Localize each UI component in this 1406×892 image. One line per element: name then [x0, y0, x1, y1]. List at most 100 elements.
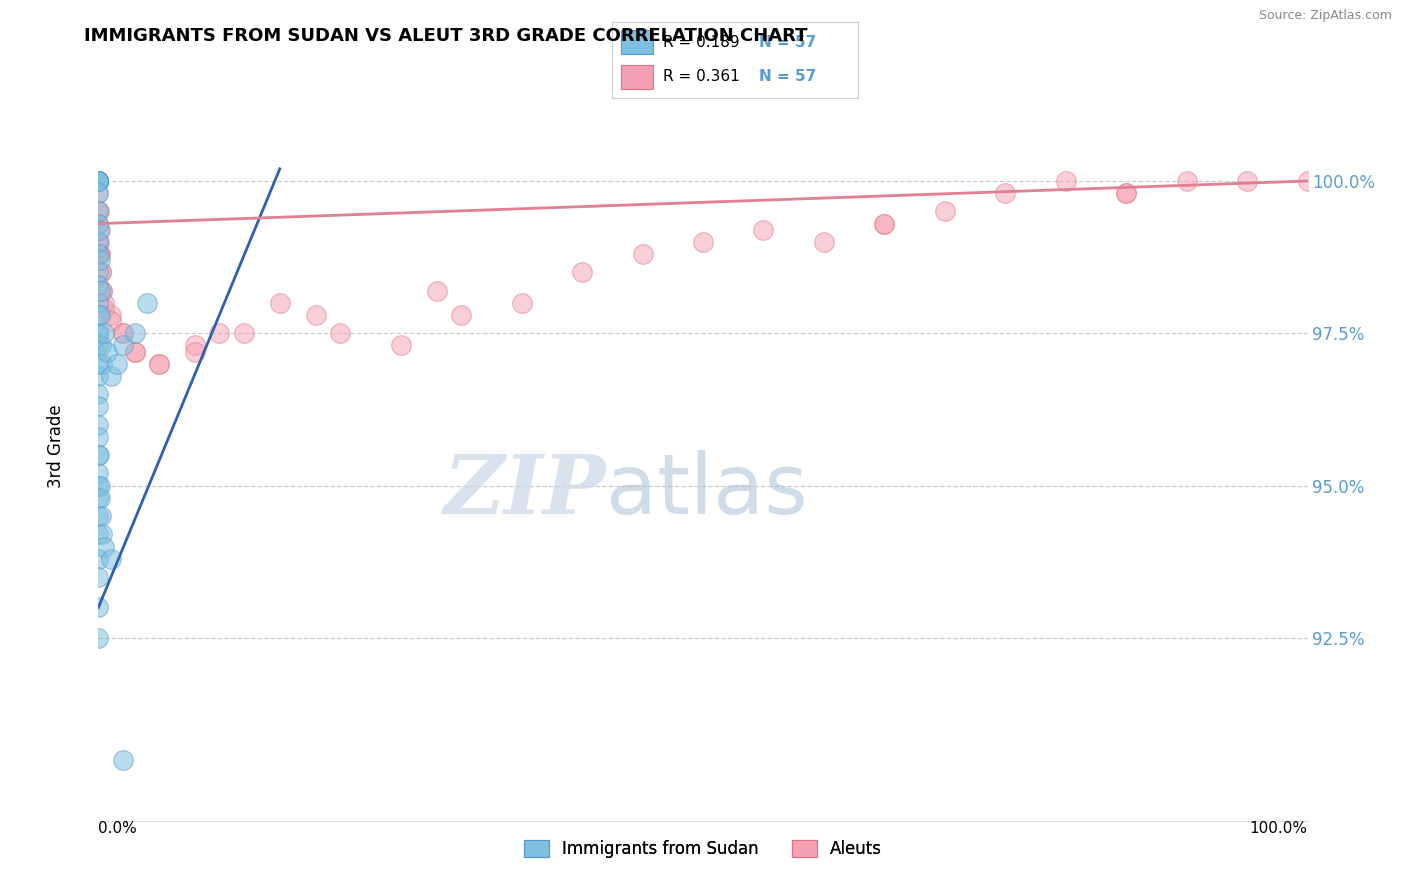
Point [124, 344, 146, 359]
Point [87, 600, 110, 615]
Point [111, 338, 134, 352]
Point [873, 217, 896, 231]
Point [135, 296, 157, 310]
Point [232, 326, 254, 341]
Point [692, 235, 714, 249]
Point [89, 491, 111, 505]
Point [1115, 186, 1137, 201]
Point [87, 448, 110, 462]
Point [111, 326, 134, 341]
Point [269, 296, 291, 310]
Point [87, 265, 110, 279]
Point [87, 235, 110, 249]
Point [89, 284, 111, 298]
Point [87, 174, 110, 188]
Text: Source: ZipAtlas.com: Source: ZipAtlas.com [1258, 9, 1392, 22]
Point [87, 204, 110, 219]
Point [148, 357, 170, 371]
Point [934, 204, 956, 219]
Point [87, 235, 110, 249]
Point [1236, 174, 1258, 188]
Text: ZIP: ZIP [444, 451, 606, 531]
Point [87, 186, 110, 201]
Bar [621, 65, 654, 89]
Point [93, 326, 115, 341]
Point [87, 387, 110, 401]
Point [87, 570, 110, 584]
Point [87, 174, 110, 188]
Point [87, 217, 110, 231]
Point [1175, 174, 1198, 188]
Point [87, 467, 110, 481]
Point [124, 326, 146, 341]
Point [90, 338, 112, 352]
Point [89, 247, 111, 261]
Point [91, 357, 114, 371]
Point [89, 253, 111, 268]
Point [87, 174, 110, 188]
Point [89, 247, 111, 261]
Point [87, 235, 110, 249]
Text: 3rd Grade: 3rd Grade [48, 404, 65, 488]
Point [87, 478, 110, 492]
Point [208, 326, 231, 341]
Point [87, 223, 110, 237]
Point [87, 174, 110, 188]
Text: R = 0.189: R = 0.189 [664, 35, 740, 50]
Point [87, 527, 110, 541]
Point [93, 540, 115, 554]
Point [873, 217, 896, 231]
Point [87, 368, 110, 383]
Point [93, 301, 115, 316]
Point [87, 357, 110, 371]
Point [87, 491, 110, 505]
Point [93, 296, 115, 310]
Point [100, 551, 122, 566]
Text: N = 57: N = 57 [759, 35, 817, 50]
Point [389, 338, 412, 352]
Point [571, 265, 593, 279]
Text: atlas: atlas [606, 450, 808, 532]
Point [87, 174, 110, 188]
Point [87, 400, 110, 414]
Point [87, 174, 110, 188]
Point [89, 223, 111, 237]
Point [111, 753, 134, 767]
Point [105, 357, 128, 371]
Point [89, 308, 111, 322]
Point [87, 204, 110, 219]
Point [87, 509, 110, 524]
Point [87, 247, 110, 261]
Point [87, 174, 110, 188]
Point [510, 296, 533, 310]
Bar [621, 30, 654, 54]
Point [87, 174, 110, 188]
Point [426, 284, 449, 298]
Point [91, 284, 114, 298]
Point [87, 277, 110, 292]
Point [87, 174, 110, 188]
Point [87, 631, 110, 645]
Point [184, 344, 207, 359]
Point [124, 344, 146, 359]
Point [87, 174, 110, 188]
Text: 100.0%: 100.0% [1250, 821, 1308, 836]
Point [1115, 186, 1137, 201]
Point [100, 308, 122, 322]
Point [87, 551, 110, 566]
Point [90, 265, 112, 279]
Point [87, 326, 110, 341]
Point [631, 247, 654, 261]
Point [87, 247, 110, 261]
Point [305, 308, 328, 322]
Point [87, 417, 110, 432]
Point [87, 308, 110, 322]
Point [148, 357, 170, 371]
Point [87, 174, 110, 188]
Point [100, 368, 122, 383]
Point [87, 174, 110, 188]
Point [450, 308, 472, 322]
Point [90, 265, 112, 279]
Point [111, 326, 134, 341]
Point [91, 284, 114, 298]
